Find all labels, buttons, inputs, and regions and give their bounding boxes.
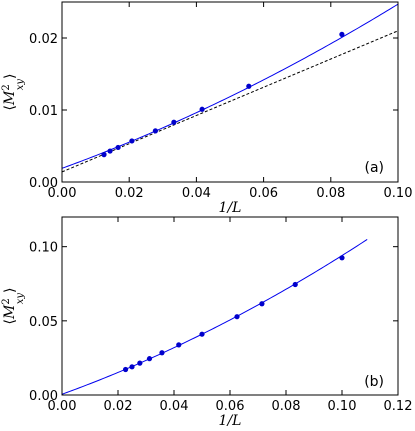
y-axis-label: ⟨M2 xy⟩	[1, 288, 27, 325]
panel-label: (a)	[364, 160, 384, 176]
y-tick-label: 0.01	[29, 104, 58, 119]
data-point	[246, 83, 252, 89]
x-axis-label: 1/L	[219, 413, 242, 429]
panel-a: 0.00 0.02 0.04 0.06 0.08 0.10 0.00 0.01 0.02 1/L ⟨…	[1, 1, 413, 216]
fit-line-solid	[62, 3, 398, 169]
x-tick-label: 0.10	[328, 399, 357, 414]
x-tick-label: 0.06	[216, 399, 245, 414]
data-point	[115, 144, 121, 151]
x-tick-label: 0.00	[48, 186, 77, 201]
data-point	[176, 342, 182, 348]
data-point	[107, 148, 113, 154]
data-point	[152, 128, 159, 134]
plot-area	[62, 239, 368, 395]
data-point	[199, 106, 205, 112]
data-point	[137, 360, 143, 366]
data-point	[101, 152, 107, 158]
data-point	[129, 138, 135, 144]
data-point	[122, 366, 129, 373]
data-point	[259, 301, 265, 307]
plot-frame	[61, 1, 399, 183]
data-point	[339, 31, 345, 37]
x-tick-label: 0.08	[272, 399, 301, 414]
x-axis-label: 1/L	[219, 200, 242, 216]
x-tick-label: 0.02	[104, 399, 133, 414]
x-tick-label: 0.08	[316, 186, 345, 201]
y-tick-label: 0.00	[29, 176, 58, 191]
data-point	[234, 314, 240, 320]
data-point	[159, 350, 165, 356]
data-point	[146, 356, 153, 362]
y-tick-label: 0.02	[29, 32, 58, 47]
x-tick-label: 0.12	[384, 399, 413, 414]
x-tick-label: 0.06	[249, 186, 278, 201]
plot-frame	[61, 216, 399, 396]
x-tick-label: 0.02	[115, 186, 144, 201]
data-point	[129, 364, 135, 370]
plot-area	[62, 3, 398, 173]
data-point	[292, 281, 298, 288]
y-axis-label: ⟨M2 xy⟩	[1, 74, 27, 111]
x-tick-label: 0.04	[160, 399, 189, 414]
data-point	[199, 331, 205, 337]
panel-b: 0.00 0.02 0.04 0.06 0.08 0.10 0.12 0.00 0.05 0.10…	[1, 216, 413, 429]
x-tick-label: 0.10	[384, 186, 413, 201]
x-tick-label: 0.00	[48, 399, 77, 414]
y-tick-label: 0.00	[29, 389, 58, 404]
panel-label: (b)	[364, 374, 384, 390]
y-tick-label: 0.05	[29, 315, 58, 330]
data-point	[171, 119, 177, 125]
fit-line-solid	[62, 239, 368, 395]
y-tick-label: 0.10	[29, 241, 58, 256]
data-point	[339, 255, 345, 261]
x-tick-label: 0.04	[182, 186, 211, 201]
